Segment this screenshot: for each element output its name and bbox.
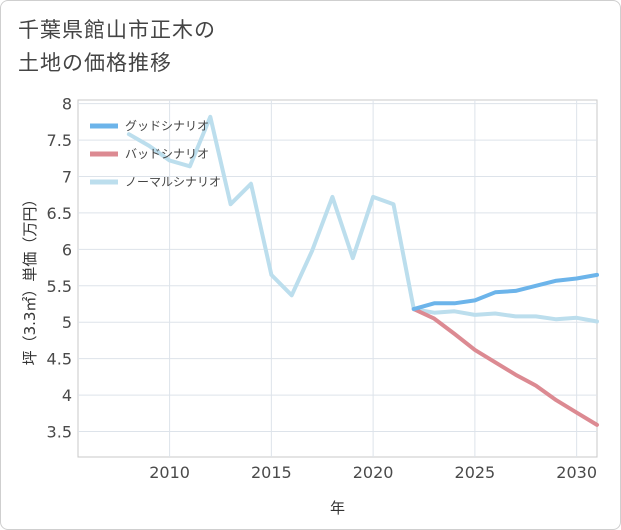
title-line-2: 土地の価格推移 (18, 51, 172, 75)
y-tick-label: 4.5 (47, 350, 72, 369)
y-tick-label: 5.5 (47, 277, 72, 296)
x-tick-label: 2010 (149, 463, 190, 482)
x-tick-label: 2015 (251, 463, 292, 482)
series-lines (126, 114, 599, 427)
y-axis-label: 坪（3.3㎡）単価（万円） (21, 192, 39, 366)
plot-area (77, 99, 598, 458)
x-tick-label: 2020 (353, 463, 394, 482)
legend-label-1: バッドシナリオ (125, 147, 209, 161)
y-tick-label: 7.5 (47, 131, 72, 150)
y-tick-label: 6 (62, 240, 72, 259)
series-line-0 (411, 272, 599, 312)
series-line-2 (126, 114, 599, 324)
x-tick-label: 2030 (556, 463, 597, 482)
series-line-1 (411, 307, 599, 427)
title-line-1: 千葉県館山市正木の (18, 18, 216, 42)
y-tick-label: 8 (62, 95, 72, 114)
legend-label-0: グッドシナリオ (125, 119, 209, 133)
y-tick-label: 3.5 (47, 423, 72, 442)
x-tick-labels: 2010 2015 2020 2025 2030 (149, 463, 597, 482)
chart-title: 千葉県館山市正木の 土地の価格推移 (18, 14, 216, 80)
y-tick-label: 5 (62, 313, 72, 332)
y-tick-label: 4 (62, 386, 72, 405)
x-axis-label: 年 (330, 499, 345, 517)
y-tick-label: 6.5 (47, 204, 72, 223)
y-tick-label: 7 (62, 168, 72, 187)
x-tick-label: 2025 (455, 463, 496, 482)
legend-label-2: ノーマルシナリオ (125, 175, 221, 189)
y-tick-labels: 3.5 4 4.5 5 5.5 6 6.5 7 7.5 8 (47, 95, 72, 442)
